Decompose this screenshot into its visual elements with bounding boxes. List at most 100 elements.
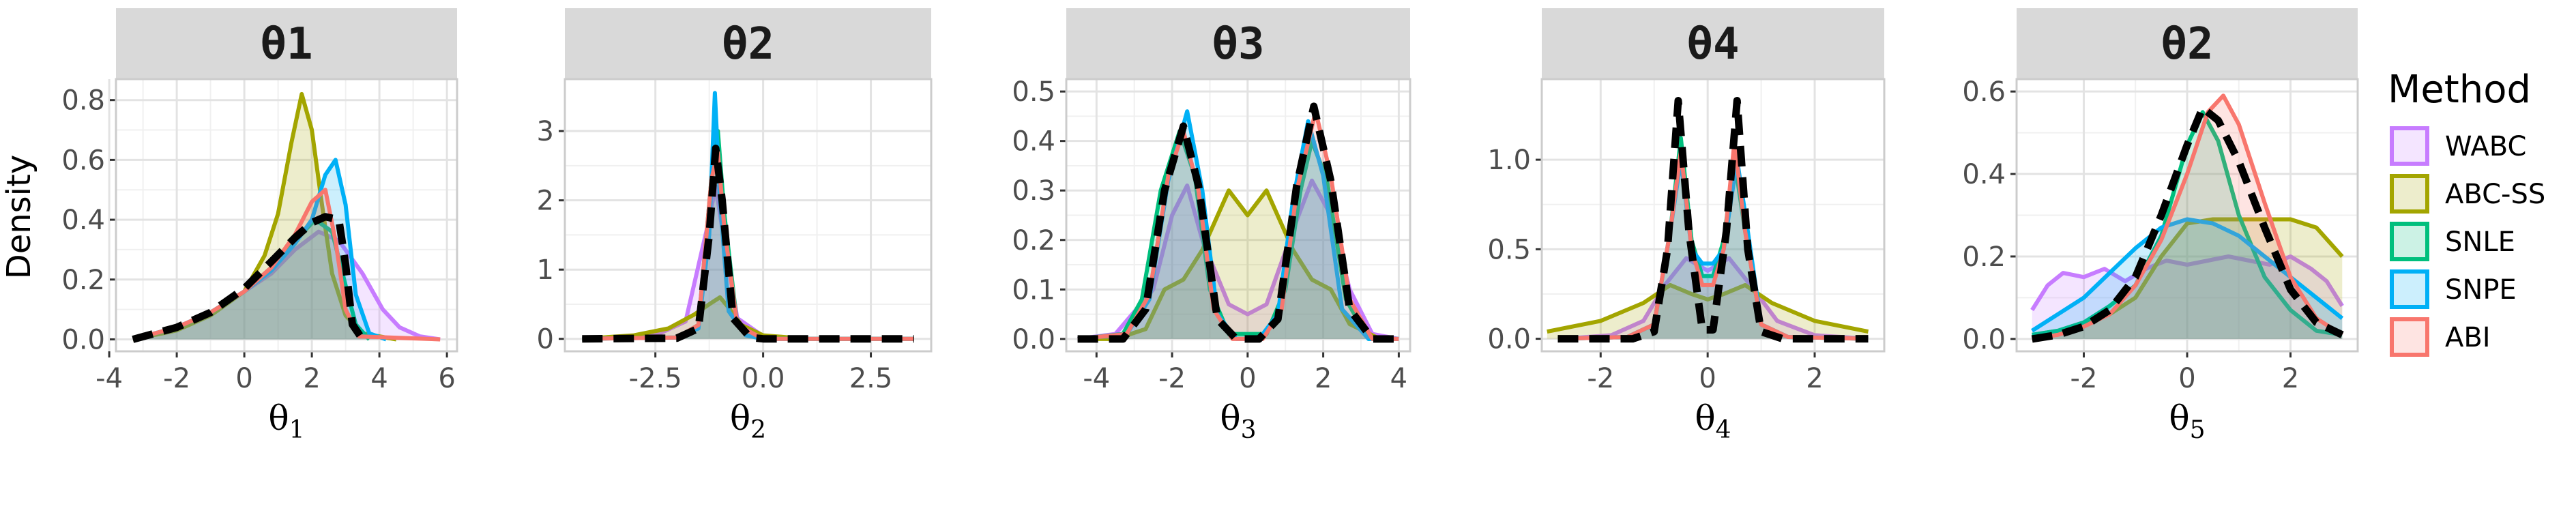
x-axis-label-subscript: 5	[2190, 416, 2206, 444]
x-tick-label: 2.5	[849, 363, 893, 394]
strip-background	[565, 8, 931, 79]
legend-key-swatch	[2390, 317, 2429, 357]
x-axis-label: θ2	[730, 398, 766, 444]
legend-title: Method	[2388, 68, 2531, 112]
legend-label: ABI	[2445, 322, 2491, 353]
legend-key-background	[2390, 318, 2429, 356]
x-tick-label: -4	[1083, 363, 1110, 394]
density-line-abc-ss	[1547, 282, 1869, 334]
x-axis-label: θ3	[1220, 398, 1256, 444]
density-area-abi	[132, 190, 441, 340]
legend-key-background	[2390, 270, 2429, 308]
y-tick-label: 0.2	[1012, 225, 1055, 256]
y-tick-label: 0	[537, 324, 554, 355]
density-area-abc-ss	[132, 93, 396, 340]
y-tick-label: 0.8	[61, 85, 105, 117]
panel-border	[115, 78, 458, 353]
legend-key-background	[2390, 222, 2429, 261]
density-area-abi	[2032, 96, 2343, 339]
density-line-wabc	[1563, 256, 1869, 341]
density-area-abc-ss	[1547, 284, 1869, 339]
plot-background	[565, 79, 931, 351]
y-tick-label: 0.4	[61, 205, 105, 236]
x-axis-label-base: θ	[1220, 398, 1240, 438]
x-axis-label: θ1	[268, 398, 304, 444]
y-tick-label: 0.3	[1012, 175, 1055, 207]
panel-5: θ2 -2 0 2 0.0 0.2 0.4 0.6 θ5	[1962, 8, 2359, 444]
strip-label: θ4	[1686, 19, 1739, 70]
true-posterior-line	[582, 145, 914, 343]
legend-label: WABC	[2445, 131, 2526, 162]
legend-item-wabc: WABC	[2390, 126, 2526, 166]
strip-background	[2017, 8, 2358, 79]
true-posterior-line	[132, 213, 366, 343]
density-area-abc-ss	[2032, 219, 2343, 339]
legend-key-swatch	[2390, 126, 2429, 166]
x-tick-label: 2	[1315, 363, 1332, 394]
density-line-abc-ss	[132, 91, 397, 342]
y-tick-label: 0.5	[1012, 76, 1055, 108]
y-axis-title: Density	[0, 155, 38, 279]
y-tick-label: 0.4	[1962, 159, 2006, 190]
panel-border	[1540, 78, 1886, 353]
y-tick-label: 0.4	[1012, 126, 1055, 158]
strip-label: θ3	[1212, 19, 1264, 70]
strip-label: θ2	[2161, 19, 2213, 70]
y-tick-label: 0.0	[1012, 324, 1055, 355]
x-axis-label-subscript: 1	[289, 416, 305, 444]
density-area-abc-ss	[1077, 190, 1399, 339]
density-area-snpe	[132, 160, 387, 340]
legend-item-snle: SNLE	[2390, 222, 2515, 261]
true-posterior-line	[1077, 102, 1399, 343]
y-tick-label: 3	[537, 116, 554, 147]
x-axis-label-subscript: 4	[1716, 416, 1731, 444]
x-tick-label: 6	[438, 363, 455, 394]
strip-label: θ1	[260, 19, 312, 70]
true-posterior-line	[2031, 104, 2344, 343]
x-axis-label-base: θ	[2169, 398, 2189, 438]
y-tick-label: 0.0	[61, 324, 105, 355]
density-area-snpe	[1077, 111, 1399, 339]
density-area-snle	[1077, 131, 1399, 339]
y-tick-label: 2	[537, 186, 554, 217]
x-tick-label: 4	[1390, 363, 1407, 394]
legend-key-background	[2390, 127, 2429, 165]
plot-background	[116, 79, 457, 351]
density-area-snle	[132, 220, 370, 340]
x-tick-label: 2	[303, 363, 320, 394]
y-tick-label: 0.5	[1487, 234, 1531, 265]
density-line-wabc	[2030, 254, 2344, 312]
x-tick-label: -2	[2070, 363, 2098, 394]
x-tick-label: 2	[1806, 363, 1823, 394]
legend-label: SNLE	[2445, 226, 2515, 258]
x-tick-label: 0	[1239, 363, 1256, 394]
y-tick-label: 0.6	[61, 145, 105, 176]
legend-key-background	[2390, 175, 2429, 213]
panel-border	[2015, 78, 2359, 353]
x-tick-label: -2.5	[629, 363, 682, 394]
legend-item-abi: ABI	[2390, 317, 2491, 357]
x-tick-label: 0.0	[742, 363, 785, 394]
y-tick-label: 0.6	[1962, 76, 2006, 108]
density-area-snpe	[2032, 219, 2343, 339]
legend-label: SNPE	[2445, 274, 2517, 306]
density-area-snle	[1557, 138, 1869, 339]
panel-4: θ4 -2 0 2 0.0 0.5 1.0 θ4	[1487, 8, 1886, 444]
x-axis-label-base: θ	[730, 398, 750, 438]
x-tick-label: 0	[1699, 363, 1716, 394]
plot-background	[1542, 79, 1884, 351]
x-axis-label-base: θ	[1695, 398, 1715, 438]
panel-3: θ3 -4 -2 0 2 4 0.0 0.1 0.2 0.3 0.4 0.5 θ3	[1012, 8, 1411, 444]
legend-key-swatch	[2390, 174, 2429, 214]
density-area-abi	[1077, 111, 1399, 339]
y-tick-label: 0.0	[1962, 324, 2006, 355]
strip-background	[116, 8, 457, 79]
y-tick-label: 0.0	[1487, 324, 1531, 355]
true-posterior-line	[1557, 97, 1869, 343]
x-tick-label: 0	[235, 363, 252, 394]
x-axis-label: θ4	[1695, 398, 1731, 444]
y-tick-label: 1.0	[1487, 145, 1531, 176]
